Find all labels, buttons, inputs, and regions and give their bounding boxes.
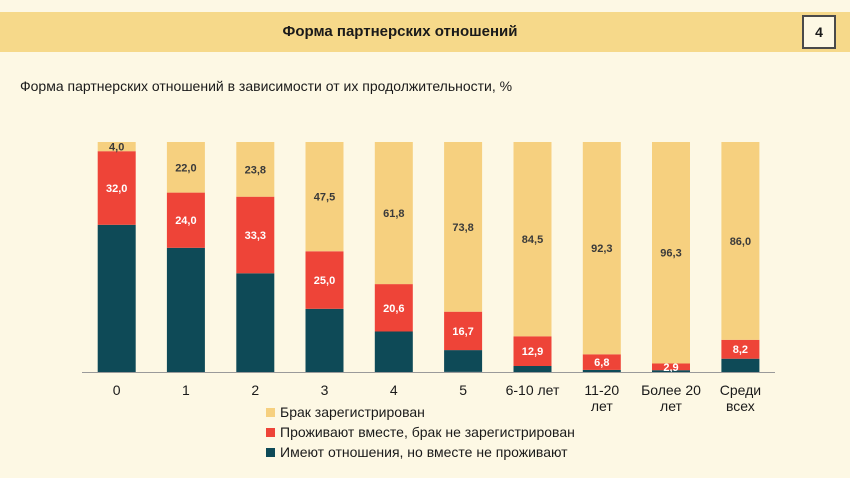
chart-legend: Брак зарегистрирован Проживают вместе, бр…	[266, 402, 575, 462]
data-label: 96,3	[660, 248, 681, 260]
legend-item: Проживают вместе, брак не зарегистрирова…	[266, 422, 575, 442]
bar-segment	[582, 354, 621, 370]
data-label: 86,0	[730, 236, 751, 248]
x-tick-label: 4	[390, 382, 398, 398]
header-bar: Форма партнерских отношений 4	[0, 12, 850, 52]
bar-segment	[513, 366, 552, 372]
bar-segment	[444, 142, 483, 312]
page-number: 4	[802, 15, 836, 49]
x-tick-label: всех	[726, 398, 755, 414]
bar-segment	[236, 142, 275, 197]
legend-label: Имеют отношения, но вместе не проживают	[280, 444, 568, 460]
data-label: 23,8	[245, 164, 266, 176]
bar-segment	[166, 247, 205, 372]
bar-segment	[513, 336, 552, 366]
data-label: 2,9	[663, 362, 678, 374]
bar-segment	[374, 284, 413, 332]
x-tick-label: 3	[321, 382, 329, 398]
legend-swatch	[266, 427, 275, 437]
x-tick-label: 0	[113, 382, 121, 398]
legend-label: Брак зарегистрирован	[280, 404, 425, 420]
bar-segment	[374, 142, 413, 285]
x-tick-label: Среди	[720, 382, 761, 398]
x-tick-label: 6-10 лет	[506, 382, 560, 398]
bar-segment	[97, 142, 136, 152]
data-label: 16,7	[452, 326, 473, 338]
data-label: 24,0	[175, 215, 196, 227]
x-tick-label: 2	[251, 382, 259, 398]
x-tick-label: 1	[182, 382, 190, 398]
x-tick-label: лет	[591, 398, 613, 414]
page-title: Форма партнерских отношений	[282, 23, 518, 40]
bar-segment	[374, 331, 413, 372]
data-label: 8,2	[733, 344, 748, 356]
bar-segment	[513, 142, 552, 337]
bar-segment	[652, 142, 690, 364]
bar-segment	[582, 142, 621, 355]
bar-segment	[444, 350, 483, 372]
data-label: 25,0	[314, 275, 335, 287]
bar-segment	[97, 224, 136, 372]
bar-segment	[305, 142, 344, 252]
x-tick-label: Более 20	[641, 382, 701, 398]
bar-segment	[97, 151, 136, 225]
data-label: 84,5	[522, 234, 543, 246]
bar-segment	[582, 369, 621, 372]
x-tick-label: 11-20	[584, 382, 619, 398]
data-label: 20,6	[383, 303, 404, 315]
data-label: 4,0	[109, 142, 124, 154]
data-label: 33,3	[245, 230, 266, 242]
bar-segment	[166, 142, 205, 193]
bar-segment	[721, 358, 760, 372]
bar-segment	[444, 311, 483, 351]
legend-item: Брак зарегистрирован	[266, 402, 575, 422]
data-label: 73,8	[452, 222, 473, 234]
x-tick-label: лет	[660, 398, 682, 414]
bar-segment	[721, 142, 760, 340]
bar-segment	[305, 308, 344, 372]
data-label: 92,3	[591, 243, 612, 255]
bar-segment	[721, 339, 760, 359]
x-tick-label: 5	[459, 382, 467, 398]
legend-label: Проживают вместе, брак не зарегистрирова…	[280, 424, 575, 440]
bar-segment	[652, 370, 690, 372]
data-label: 61,8	[383, 208, 404, 220]
data-label: 6,8	[594, 357, 609, 369]
data-label: 32,0	[106, 183, 127, 195]
bar-segment	[236, 273, 275, 372]
legend-swatch	[266, 447, 275, 457]
bar-segment	[305, 251, 344, 309]
chart-title: Форма партнерских отношений в зависимост…	[20, 78, 513, 94]
data-label: 47,5	[314, 192, 335, 204]
legend-swatch	[266, 407, 275, 417]
bar-segment	[652, 363, 690, 371]
bar-segment	[166, 192, 205, 248]
data-label: 12,9	[522, 346, 543, 358]
bar-segment	[236, 196, 275, 274]
data-label: 22,0	[175, 162, 196, 174]
legend-item: Имеют отношения, но вместе не проживают	[266, 442, 575, 462]
